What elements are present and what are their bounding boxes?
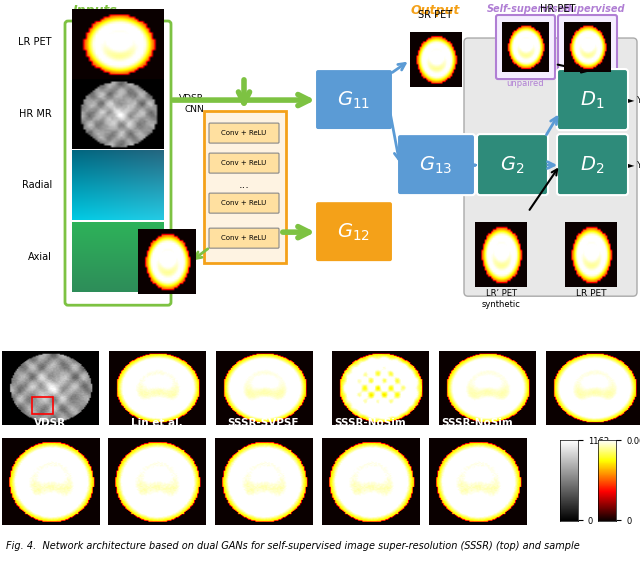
- FancyBboxPatch shape: [496, 15, 555, 79]
- Text: JE: JE: [589, 332, 600, 342]
- Text: Conv + ReLU: Conv + ReLU: [221, 130, 267, 136]
- FancyBboxPatch shape: [557, 134, 628, 195]
- Text: Output: Output: [410, 4, 460, 17]
- FancyBboxPatch shape: [209, 228, 279, 248]
- Text: HR MR: HR MR: [19, 109, 52, 119]
- Text: Supervised: Supervised: [564, 4, 626, 14]
- Text: Lin et al.: Lin et al.: [131, 418, 182, 428]
- Text: $G_2$: $G_2$: [500, 154, 524, 175]
- Text: Radial: Radial: [22, 180, 52, 190]
- Text: $G_{12}$: $G_{12}$: [337, 222, 371, 243]
- FancyBboxPatch shape: [209, 193, 279, 213]
- Text: LR PET: LR PET: [19, 37, 52, 47]
- Text: HR MR: HR MR: [31, 332, 69, 342]
- FancyBboxPatch shape: [315, 201, 393, 262]
- Text: TV: TV: [479, 332, 495, 342]
- Text: Conv + ReLU: Conv + ReLU: [221, 200, 267, 206]
- Text: Conv + ReLU: Conv + ReLU: [221, 160, 267, 166]
- Text: Inputs: Inputs: [72, 4, 117, 17]
- Text: SSSR-NoSim: SSSR-NoSim: [441, 418, 513, 428]
- Text: LR PET: LR PET: [137, 332, 177, 342]
- FancyBboxPatch shape: [209, 123, 279, 143]
- Text: ► Yes/No: ► Yes/No: [628, 161, 640, 170]
- Text: $D_2$: $D_2$: [580, 154, 604, 175]
- Text: LR PET: LR PET: [576, 289, 606, 298]
- Text: $D_1$: $D_1$: [580, 90, 604, 111]
- Text: $G_{13}$: $G_{13}$: [419, 154, 452, 175]
- Text: $G_{11}$: $G_{11}$: [337, 90, 371, 111]
- Text: Conv + ReLU: Conv + ReLU: [221, 235, 267, 241]
- Text: HR PET: HR PET: [540, 4, 575, 14]
- FancyBboxPatch shape: [397, 134, 475, 195]
- Text: SSSR-SVPSF: SSSR-SVPSF: [228, 418, 299, 428]
- Text: SR PET: SR PET: [418, 10, 452, 20]
- Text: HR PET: HR PET: [243, 332, 285, 342]
- Text: Fig. 4.  Network architecture based on dual GANs for self-supervised image super: Fig. 4. Network architecture based on du…: [6, 541, 580, 551]
- FancyBboxPatch shape: [557, 69, 628, 130]
- Text: SSSR-NoSim: SSSR-NoSim: [334, 418, 406, 428]
- Text: VDSR
CNN: VDSR CNN: [179, 94, 204, 113]
- Text: paired: paired: [573, 79, 600, 88]
- FancyBboxPatch shape: [558, 15, 617, 79]
- FancyBboxPatch shape: [477, 134, 548, 195]
- Text: LR’ PET
synthetic: LR’ PET synthetic: [481, 289, 520, 309]
- Text: RBV: RBV: [368, 332, 392, 342]
- FancyBboxPatch shape: [315, 69, 393, 130]
- Text: unpaired: unpaired: [506, 79, 544, 88]
- FancyBboxPatch shape: [209, 153, 279, 173]
- FancyBboxPatch shape: [464, 38, 637, 296]
- FancyBboxPatch shape: [65, 21, 171, 305]
- Text: ...: ...: [239, 180, 250, 190]
- Text: Axial: Axial: [28, 252, 52, 262]
- Text: VDSR: VDSR: [34, 418, 66, 428]
- Text: Self-supervised: Self-supervised: [487, 4, 573, 14]
- Text: ► Yes/No: ► Yes/No: [628, 95, 640, 105]
- FancyBboxPatch shape: [204, 111, 286, 263]
